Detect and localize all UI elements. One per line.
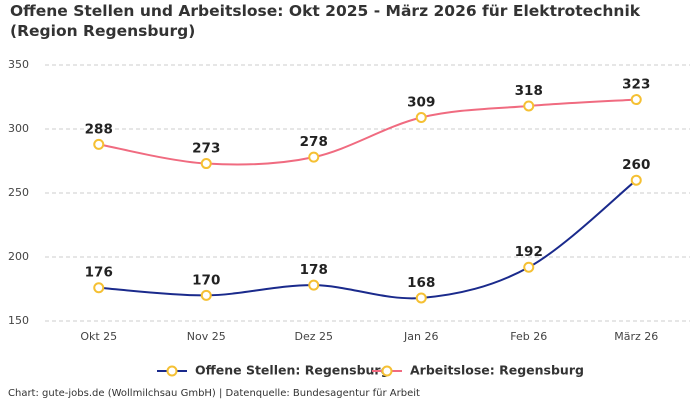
x-tick-label: Jan 26	[403, 330, 438, 343]
value-label: 318	[515, 83, 543, 99]
point	[630, 94, 642, 106]
point	[630, 174, 642, 186]
series-line	[98, 98, 637, 166]
point	[308, 279, 320, 291]
point	[200, 289, 212, 301]
point	[200, 158, 212, 170]
value-label: 260	[622, 157, 650, 173]
value-label: 323	[622, 77, 650, 93]
value-label: 168	[407, 275, 435, 291]
point	[93, 282, 105, 294]
point	[523, 261, 535, 273]
y-tick-label: 300	[8, 122, 29, 135]
value-label: 192	[515, 244, 543, 260]
point	[415, 111, 427, 123]
legend-label: Offene Stellen: Regensburg	[195, 363, 390, 378]
x-tick-label: Okt 25	[80, 330, 117, 343]
value-label: 178	[300, 262, 328, 278]
value-label: 176	[85, 265, 113, 281]
x-tick-label: Feb 26	[510, 330, 547, 343]
point	[308, 151, 320, 163]
source: Chart: gute-jobs.de (Wollmilchsau GmbH) …	[8, 388, 420, 399]
series-line	[98, 179, 637, 300]
y-tick-label: 350	[8, 58, 29, 71]
x-tick-label: Dez 25	[294, 330, 333, 343]
legend-marker	[166, 365, 178, 377]
y-tick-label: 250	[8, 186, 29, 199]
legend-label: Arbeitslose: Regensburg	[410, 363, 584, 378]
y-tick-label: 150	[8, 314, 29, 327]
value-label: 273	[192, 141, 220, 157]
value-label: 309	[407, 94, 435, 110]
value-label: 278	[300, 134, 328, 150]
x-tick-label: Nov 25	[187, 330, 226, 343]
value-label: 170	[192, 272, 220, 288]
point	[93, 138, 105, 150]
chart-title: Offene Stellen und Arbeitslose: Okt 2025…	[10, 2, 641, 40]
y-tick-label: 200	[8, 250, 29, 263]
point	[415, 292, 427, 304]
value-label: 288	[85, 121, 113, 137]
legend-marker	[381, 365, 393, 377]
x-tick-label: März 26	[614, 330, 658, 343]
point	[523, 100, 535, 112]
